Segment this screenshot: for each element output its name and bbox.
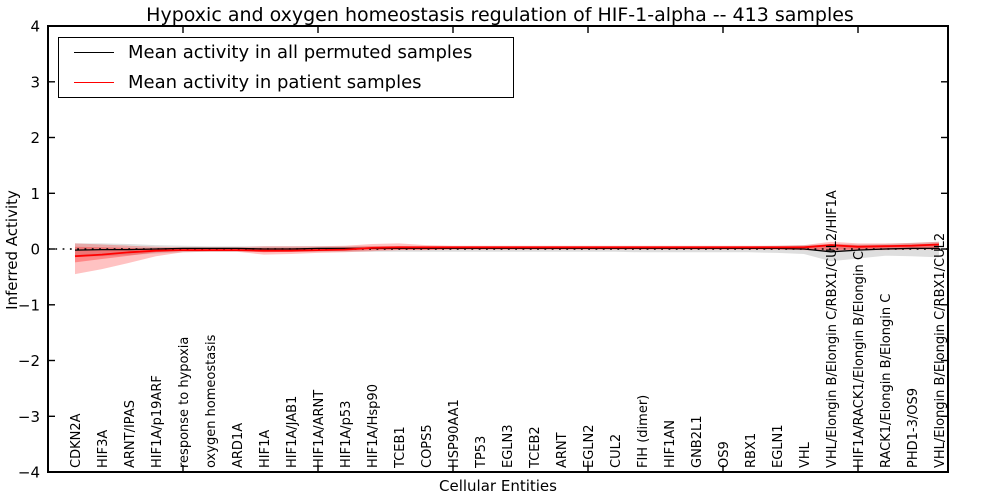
y-tick-label: −3 [18, 408, 40, 426]
y-tick-label: 4 [30, 18, 40, 36]
y-tick-label: 1 [30, 185, 40, 203]
category-label: HIF1A/p19ARF [150, 375, 165, 468]
legend-label-patient: Mean activity in patient samples [128, 72, 422, 93]
category-label: EGLN2 [582, 424, 597, 468]
x-axis-label: Cellular Entities [439, 477, 557, 495]
category-label: TCEB1 [393, 426, 408, 469]
patient-line-swatch-icon [74, 82, 114, 83]
category-label: HIF1A/JAB1 [285, 396, 300, 468]
category-label: GNB2L1 [690, 415, 705, 468]
category-label: ARNT/IPAS [123, 400, 138, 468]
category-label: HIF1A/RACK1/Elongin B/Elongin C [852, 251, 867, 468]
category-label: EGLN3 [501, 424, 516, 468]
category-label: VHL/Elongin B/Elongin C/RBX1/CUL2 [933, 233, 948, 468]
category-label: TP53 [474, 436, 489, 469]
category-label: oxygen homeostasis [204, 334, 219, 468]
y-tick-label: 3 [30, 73, 40, 91]
category-label: CDKN2A [69, 413, 84, 468]
permuted-mean-line [74, 247, 939, 253]
category-label: response to hypoxia [177, 337, 192, 468]
y-tick-label: 2 [30, 129, 40, 147]
category-label: CUL2 [609, 434, 624, 468]
category-label: ARD1A [231, 423, 246, 468]
y-axis-label: Inferred Activity [3, 190, 21, 310]
category-label: HIF1A/p53 [339, 401, 354, 468]
chart-title: Hypoxic and oxygen homeostasis regulatio… [146, 4, 854, 26]
legend: Mean activity in all permuted samples Me… [58, 37, 514, 98]
legend-label-permuted: Mean activity in all permuted samples [128, 42, 473, 63]
category-label: RBX1 [744, 433, 759, 468]
category-label: HIF1A [258, 430, 273, 468]
category-label: HSP90AA1 [447, 399, 462, 468]
category-label: VHL [798, 441, 813, 468]
category-label: HIF1A/Hsp90 [366, 384, 381, 468]
category-label: COPS5 [420, 424, 435, 468]
legend-item-permuted: Mean activity in all permuted samples [59, 40, 513, 66]
category-label: FIH (dimer) [636, 395, 651, 468]
patient-mean-line [74, 243, 940, 258]
y-tick-label: −4 [18, 464, 40, 482]
category-label: HIF1AN [663, 420, 678, 468]
y-tick-label: 0 [30, 241, 40, 259]
category-label: EGLN1 [771, 424, 786, 468]
y-tick-label: −2 [18, 352, 40, 370]
category-label: PHD1-3/OS9 [906, 388, 921, 468]
category-label: TCEB2 [528, 426, 543, 469]
category-label: HIF3A [96, 430, 111, 468]
legend-item-patient: Mean activity in patient samples [59, 70, 513, 96]
category-label: ARNT [555, 432, 570, 468]
y-tick-label: −1 [18, 296, 40, 314]
category-label: HIF1A/ARNT [312, 390, 327, 468]
category-label: OS9 [717, 441, 732, 468]
permuted-line-swatch-icon [74, 52, 114, 53]
category-label: VHL/Elongin B/Elongin C/RBX1/CUL2/HIF1A [825, 190, 840, 468]
category-label: RACK1/Elongin B/Elongin C [879, 294, 894, 468]
